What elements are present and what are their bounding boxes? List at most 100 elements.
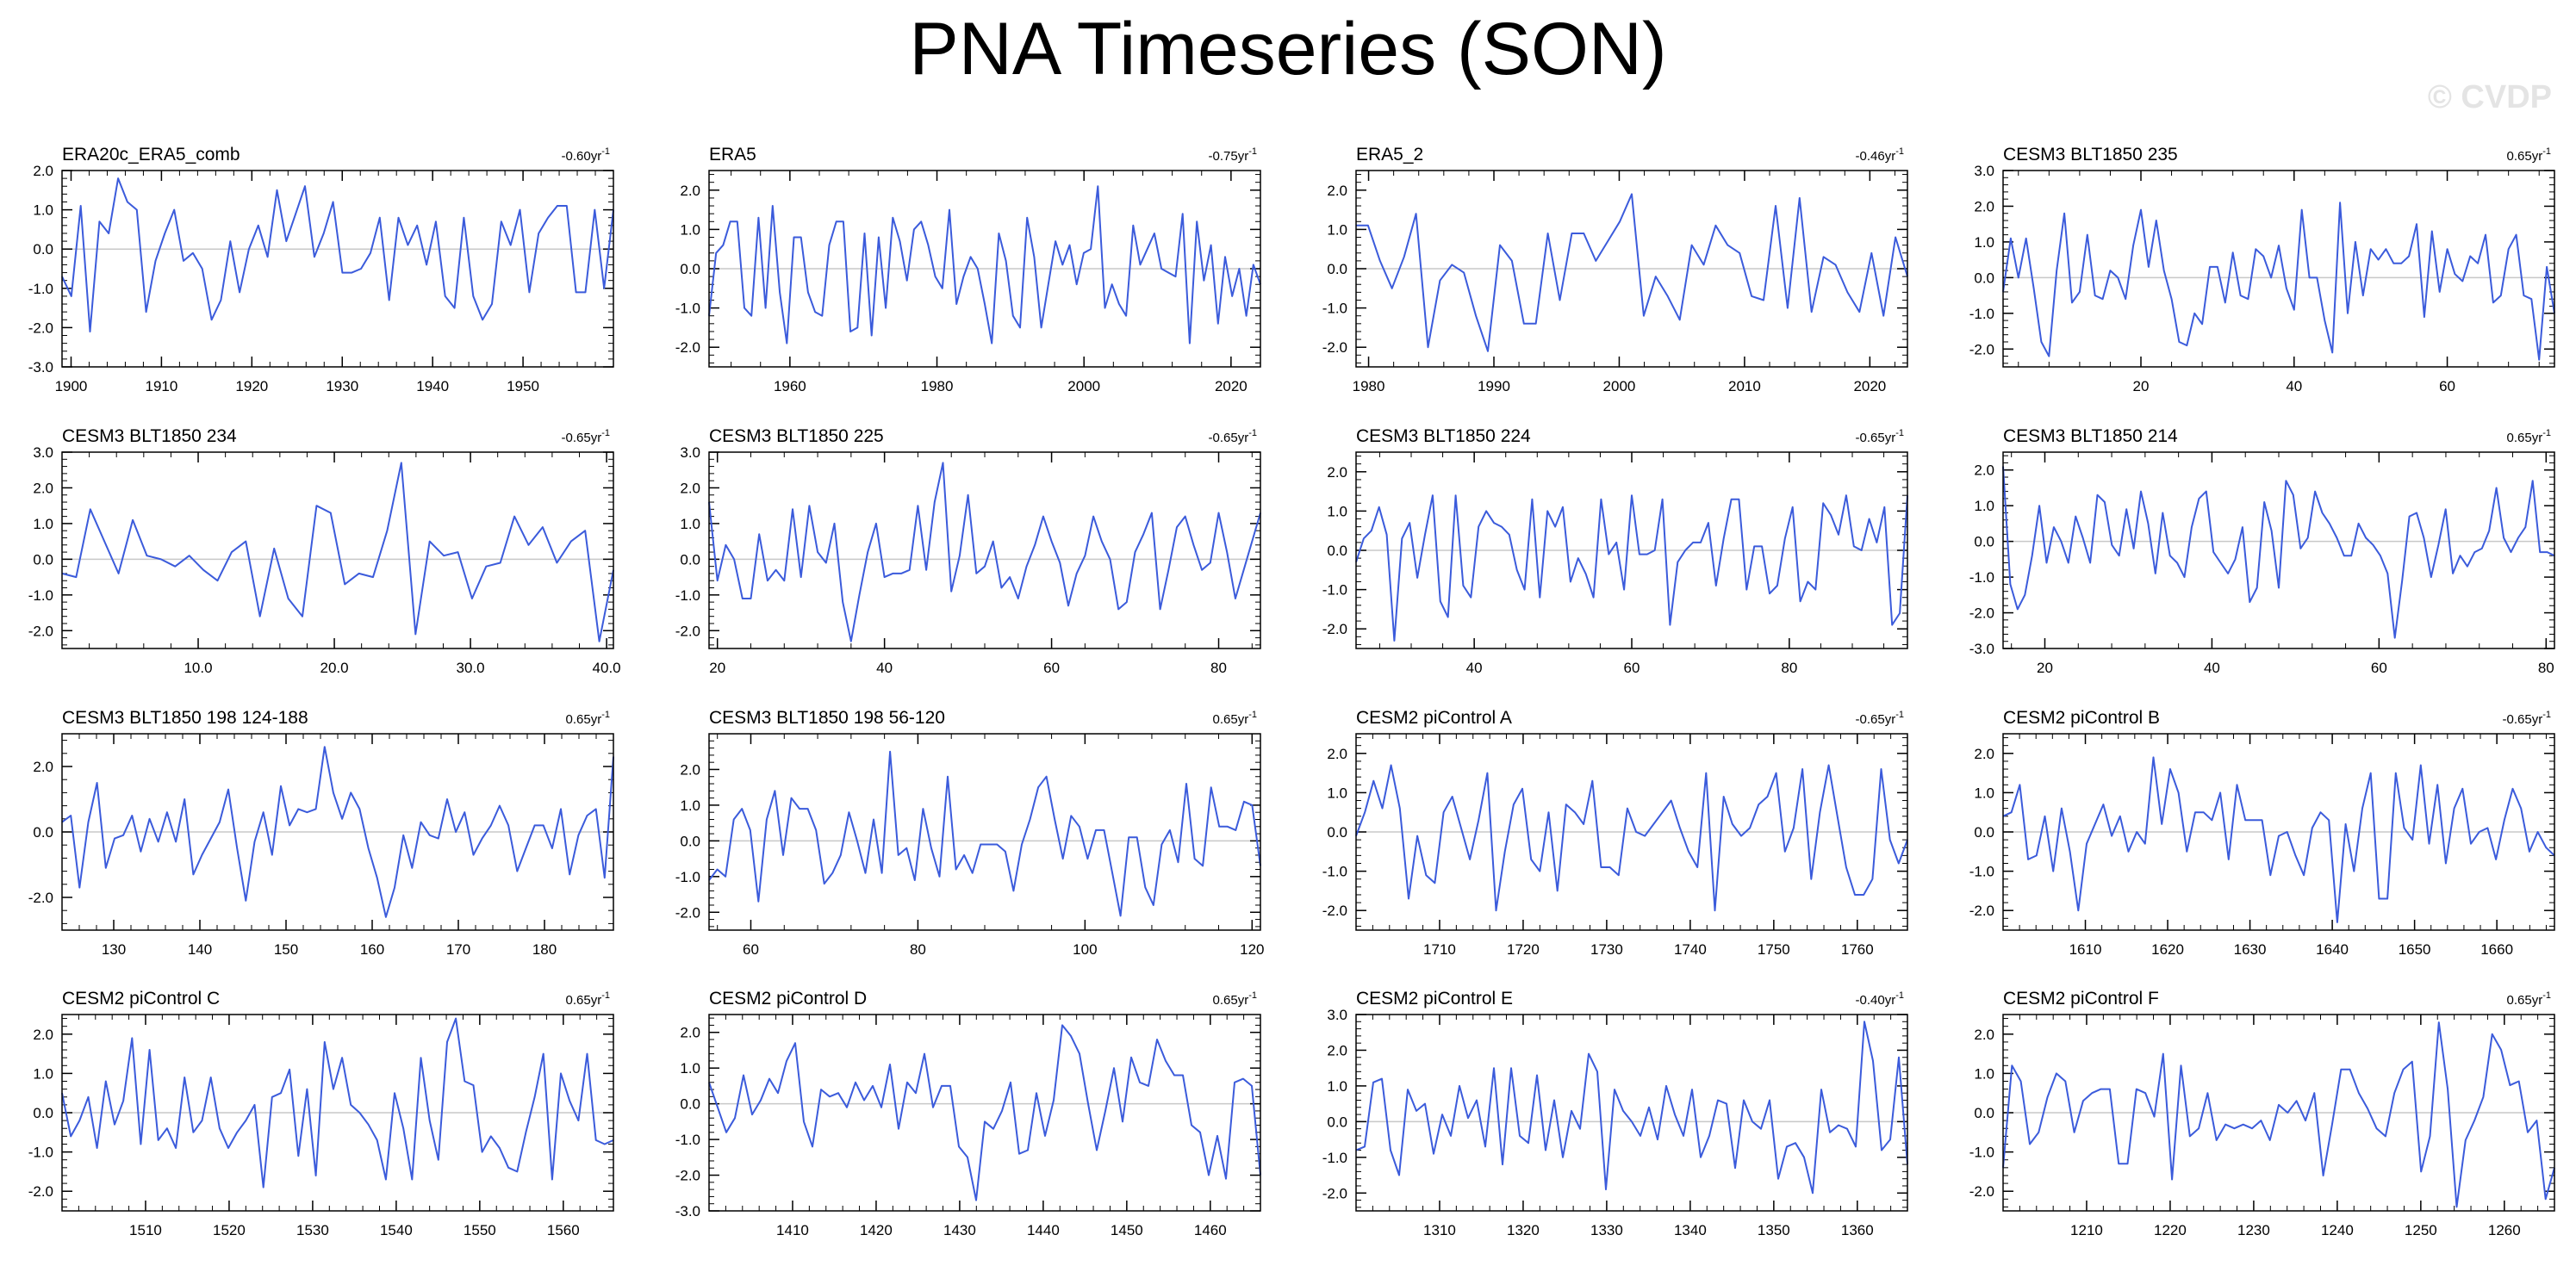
series-line [708, 462, 1261, 642]
x-tick-label: 170 [446, 941, 470, 958]
x-tick-label: 1990 [1478, 378, 1510, 394]
y-tick-label: 0.0 [1327, 261, 1347, 277]
y-tick-label: -2.0 [675, 1168, 700, 1184]
y-tick-label: -2.0 [1322, 903, 1347, 919]
x-tick-label: 60 [2439, 378, 2455, 394]
x-tick-label: 1900 [55, 378, 88, 394]
y-tick-label: 0.0 [1974, 534, 1994, 550]
series-line [2002, 202, 2555, 361]
cvdp-watermark: © CVDP [2427, 79, 2552, 115]
x-tick-label: 30.0 [457, 660, 485, 676]
y-tick-label: 1.0 [33, 202, 53, 219]
series-line [1356, 193, 1908, 352]
y-tick-label: 0.0 [1327, 543, 1347, 559]
x-tick-label: 80 [1210, 660, 1227, 676]
trend-label: -0.40yr-1 [1856, 990, 1904, 1008]
x-tick-label: 1460 [1194, 1222, 1227, 1238]
panel-11: CESM2 piControl A -0.65yr-1 -2.0 -1.0 0.0 1.0… [1322, 708, 1908, 958]
x-tick-label: 80 [2538, 660, 2554, 676]
x-tick-label: 1750 [1758, 941, 1790, 958]
y-tick-label: 2.0 [33, 759, 53, 775]
x-tick-label: 1430 [943, 1222, 976, 1238]
x-tick-label: 1250 [2405, 1222, 2437, 1238]
trend-label: 0.65yr-1 [566, 710, 610, 727]
x-tick-label: 40 [1466, 660, 1483, 676]
x-tick-label: 1320 [1507, 1222, 1540, 1238]
y-tick-label: -1.0 [675, 301, 700, 317]
x-tick-label: 40.0 [593, 660, 621, 676]
y-tick-label: -2.0 [1322, 621, 1347, 637]
y-tick-label: 0.0 [33, 241, 53, 258]
x-tick-label: 1910 [145, 378, 177, 394]
y-tick-label: 1.0 [1974, 1065, 1994, 1082]
trend-label: -0.75yr-1 [1209, 146, 1257, 164]
x-tick-label: 1220 [2154, 1222, 2187, 1238]
y-tick-label: -1.0 [675, 587, 700, 604]
y-tick-label: -1.0 [1322, 1150, 1347, 1166]
x-tick-label: 60 [743, 941, 759, 958]
y-tick-label: 2.0 [33, 480, 53, 496]
x-tick-label: 60 [1624, 660, 1640, 676]
x-tick-label: 1980 [1353, 378, 1385, 394]
panel-14: CESM2 piControl D 0.65yr-1 -3.0 -2.0 -1.0 0.0… [675, 989, 1261, 1238]
series-line [61, 177, 614, 332]
y-tick-label: 1.0 [1974, 234, 1994, 251]
y-tick-label: 1.0 [33, 516, 53, 532]
plot-frame [2002, 733, 2555, 931]
panel-title: ERA5_2 [1356, 145, 1423, 164]
trend-label: -0.65yr-1 [2503, 710, 2551, 727]
panel-13: CESM2 piControl C 0.65yr-1 -2.0 -1.0 0.0 1.0 2… [28, 989, 614, 1238]
series-line [2002, 756, 2555, 923]
x-tick-label: 1760 [1841, 941, 1874, 958]
y-tick-label: 2.0 [33, 1027, 53, 1043]
y-tick-label: 2.0 [680, 761, 700, 778]
y-tick-label: 1.0 [1974, 785, 1994, 801]
plot-frame [61, 170, 614, 368]
y-tick-label: -1.0 [28, 1145, 53, 1161]
panel-4: CESM3 BLT1850 235 0.65yr-1 -2.0 -1.0 0.0 1.0 2… [1969, 145, 2555, 394]
trend-label: -0.65yr-1 [562, 428, 610, 445]
panel-title: CESM3 BLT1850 198 56-120 [709, 708, 945, 728]
y-tick-label: -2.0 [28, 320, 53, 336]
x-tick-label: 10.0 [184, 660, 212, 676]
panel-10: CESM3 BLT1850 198 56-120 0.65yr-1 -2.0 -1.0… [675, 708, 1265, 958]
trend-label: -0.46yr-1 [1856, 146, 1904, 164]
y-tick-label: -1.0 [1969, 569, 1994, 586]
panel-2: ERA5 -0.75yr-1 -2.0 -1.0 0.0 1.0 2.0 1960 1980 20… [675, 145, 1261, 394]
x-tick-label: 20.0 [320, 660, 349, 676]
panel-16: CESM2 piControl F 0.65yr-1 -2.0 -1.0 0.0 1.0 2… [1969, 989, 2555, 1238]
x-tick-label: 1620 [2151, 941, 2184, 958]
x-tick-label: 1950 [507, 378, 539, 394]
panel-12: CESM2 piControl B -0.65yr-1 -2.0 -1.0 0.0 1.0… [1969, 708, 2555, 958]
y-tick-label: -2.0 [1969, 903, 1994, 919]
series-line [708, 1024, 1261, 1201]
y-tick-label: -1.0 [1322, 864, 1347, 880]
series-line [708, 750, 1261, 917]
y-tick-label: 1.0 [33, 1065, 53, 1082]
panel-title: CESM3 BLT1850 214 [2003, 426, 2178, 446]
trend-label: -0.60yr-1 [562, 146, 610, 164]
x-tick-label: 1350 [1758, 1222, 1790, 1238]
x-tick-label: 1940 [416, 378, 449, 394]
panel-1: ERA20c_ERA5_comb -0.60yr-1 -3.0 -2.0 -1.0 0.0… [28, 145, 614, 394]
series-line [61, 1017, 614, 1188]
y-tick-label: 2.0 [1974, 746, 1994, 762]
x-tick-label: 1560 [547, 1222, 580, 1238]
x-tick-label: 1410 [776, 1222, 809, 1238]
y-tick-label: -2.0 [28, 1183, 53, 1200]
x-tick-label: 40 [2286, 378, 2302, 394]
y-tick-label: 2.0 [1974, 198, 1994, 214]
panel-title: CESM3 BLT1850 225 [709, 426, 884, 446]
trend-label: -0.65yr-1 [1856, 710, 1904, 727]
x-tick-label: 1210 [2070, 1222, 2103, 1238]
x-tick-label: 1610 [2069, 941, 2102, 958]
panel-title: ERA5 [709, 145, 756, 164]
y-tick-label: 3.0 [680, 444, 700, 461]
x-tick-label: 1980 [921, 378, 954, 394]
y-tick-label: 1.0 [1327, 221, 1347, 238]
panel-title: CESM2 piControl E [1356, 989, 1513, 1008]
panel-title: ERA20c_ERA5_comb [62, 145, 240, 164]
plot-frame [61, 733, 614, 931]
plot-frame [61, 1014, 614, 1212]
